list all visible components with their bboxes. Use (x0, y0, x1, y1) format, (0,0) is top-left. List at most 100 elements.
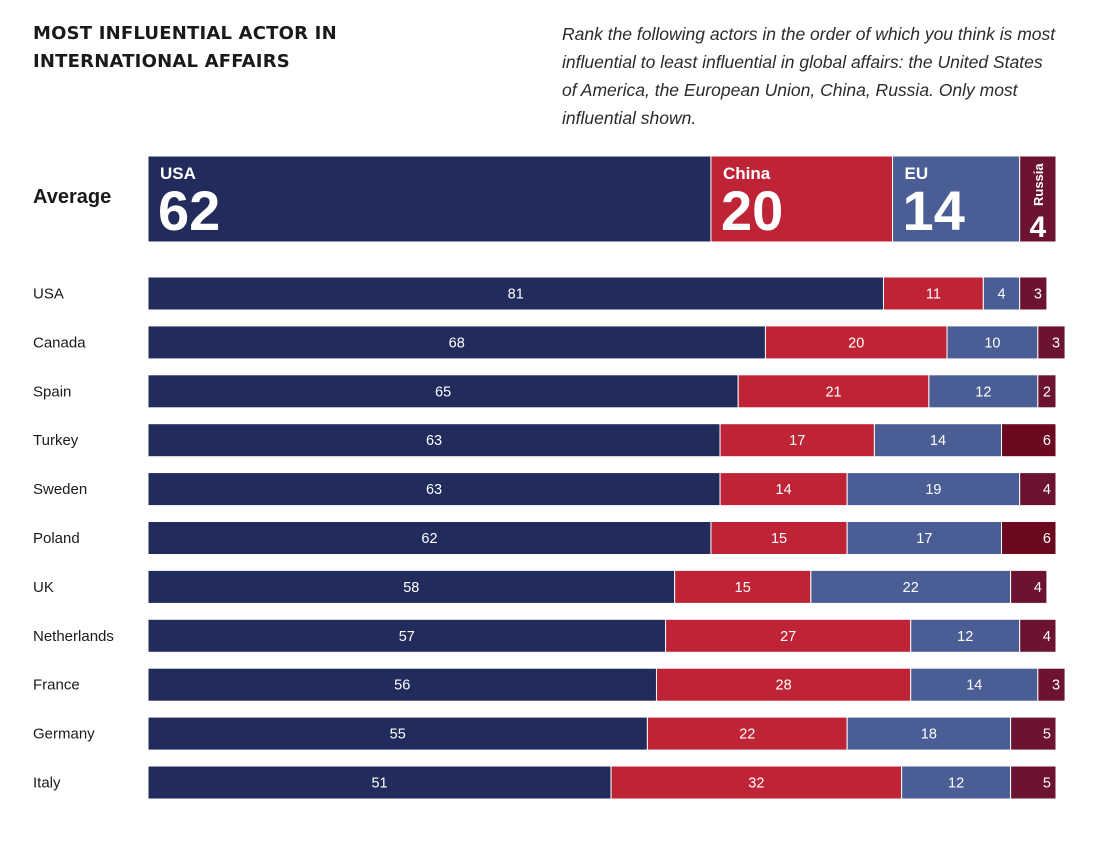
category-label-netherlands: Netherlands (33, 628, 114, 645)
bar-germany-usa (147, 716, 648, 751)
value-label-sweden-eu: 19 (925, 482, 941, 498)
chart-title-line-1: MOST INFLUENTIAL ACTOR IN (33, 23, 337, 44)
bar-usa-usa (147, 276, 884, 311)
bar-uk-russia (1010, 569, 1048, 604)
value-label-france-china: 28 (776, 678, 792, 694)
bar-canada-usa (147, 325, 766, 360)
average-value-china: 20 (721, 179, 783, 242)
value-label-sweden-usa: 63 (426, 482, 442, 498)
bar-germany-eu (846, 716, 1012, 751)
value-label-netherlands-china: 27 (780, 629, 796, 645)
bar-sweden-eu (846, 472, 1021, 507)
bar-turkey-usa (147, 423, 721, 458)
value-label-usa-eu: 4 (997, 287, 1005, 303)
bar-sweden-china (719, 472, 848, 507)
bar-turkey-eu (873, 423, 1003, 458)
bar-turkey-russia (1001, 423, 1057, 458)
category-label-italy: Italy (33, 775, 61, 792)
value-label-canada-eu: 10 (984, 335, 1000, 351)
chart-title: MOST INFLUENTIAL ACTOR IN INTERNATIONAL … (33, 20, 453, 76)
value-label-netherlands-eu: 12 (957, 629, 973, 645)
value-label-poland-china: 15 (771, 531, 787, 547)
value-label-canada-russia: 3 (1052, 335, 1060, 351)
value-label-italy-eu: 12 (948, 776, 964, 792)
average-series-label-russia: Russia (1031, 163, 1046, 206)
average-series-label-china: China (723, 164, 771, 183)
value-label-france-russia: 3 (1052, 678, 1060, 694)
bar-italy-russia (1010, 765, 1057, 800)
category-label-turkey: Turkey (33, 432, 79, 449)
category-label-usa: USA (33, 286, 64, 303)
value-label-netherlands-russia: 4 (1043, 629, 1051, 645)
value-label-france-eu: 14 (966, 678, 982, 694)
bar-netherlands-russia (1019, 618, 1057, 653)
bar-poland-russia (1001, 521, 1057, 555)
chart-subtitle: Rank the following actors in the order o… (562, 24, 1056, 128)
chart-title-line-2: INTERNATIONAL AFFAIRS (33, 51, 290, 72)
category-label-canada: Canada (33, 334, 86, 351)
bar-netherlands-usa (147, 618, 667, 653)
bar-germany-china (646, 716, 848, 751)
bar-netherlands-china (665, 618, 912, 653)
value-label-poland-usa: 62 (421, 531, 437, 547)
bar-usa-china (882, 276, 984, 311)
average-label: Average (33, 186, 111, 208)
bar-france-russia (1037, 667, 1066, 702)
value-label-turkey-usa: 63 (426, 433, 442, 449)
bar-canada-china (764, 325, 948, 360)
value-label-spain-eu: 12 (975, 384, 991, 400)
bar-canada-russia (1037, 325, 1066, 360)
bar-italy-eu (901, 765, 1012, 800)
value-label-italy-russia: 5 (1043, 776, 1051, 792)
average-series-label-eu: EU (905, 164, 929, 183)
value-label-turkey-russia: 6 (1043, 433, 1051, 449)
average-value-eu: 14 (903, 179, 965, 242)
average-bar-russia (1019, 155, 1057, 243)
value-label-usa-russia: 3 (1034, 287, 1042, 303)
value-label-germany-eu: 18 (921, 727, 937, 743)
bar-italy-china (610, 765, 903, 800)
value-label-poland-eu: 17 (916, 531, 932, 547)
bar-uk-usa (147, 569, 676, 604)
value-label-uk-usa: 58 (403, 580, 419, 596)
value-label-uk-china: 15 (735, 580, 751, 596)
category-label-uk: UK (33, 579, 54, 596)
value-label-uk-eu: 22 (903, 580, 919, 596)
category-label-spain: Spain (33, 383, 71, 400)
value-label-germany-russia: 5 (1043, 727, 1051, 743)
value-label-usa-china: 11 (926, 287, 941, 303)
bar-france-usa (147, 667, 657, 702)
value-label-italy-usa: 51 (371, 776, 387, 792)
bar-germany-russia (1010, 716, 1057, 751)
category-label-sweden: Sweden (33, 481, 87, 498)
value-label-usa-usa: 81 (508, 287, 524, 303)
value-label-sweden-russia: 4 (1043, 482, 1051, 498)
category-label-germany: Germany (33, 726, 95, 743)
average-series-label-usa: USA (160, 164, 196, 183)
bar-france-china (655, 667, 912, 702)
bar-netherlands-eu (910, 618, 1021, 653)
value-label-canada-usa: 68 (449, 335, 465, 351)
bar-turkey-china (719, 423, 875, 458)
bar-poland-usa (147, 521, 712, 555)
value-label-canada-china: 20 (848, 335, 864, 351)
bar-poland-eu (846, 521, 1003, 555)
value-label-poland-russia: 6 (1043, 531, 1051, 547)
average-bar-eu (892, 155, 1021, 243)
value-label-turkey-china: 17 (789, 433, 805, 449)
value-label-germany-china: 22 (739, 727, 755, 743)
value-label-spain-usa: 65 (435, 384, 451, 400)
average-value-russia: 4 (1029, 211, 1046, 244)
value-label-france-usa: 56 (394, 678, 410, 694)
bar-spain-usa (147, 374, 739, 409)
bar-sweden-russia (1019, 472, 1057, 507)
value-label-italy-china: 32 (748, 776, 764, 792)
value-label-turkey-eu: 14 (930, 433, 946, 449)
category-label-france: France (33, 677, 80, 694)
value-label-spain-russia: 2 (1043, 384, 1051, 400)
bar-uk-eu (810, 569, 1012, 604)
bar-usa-eu (982, 276, 1021, 311)
bar-usa-russia (1019, 276, 1048, 311)
bar-spain-china (737, 374, 930, 409)
